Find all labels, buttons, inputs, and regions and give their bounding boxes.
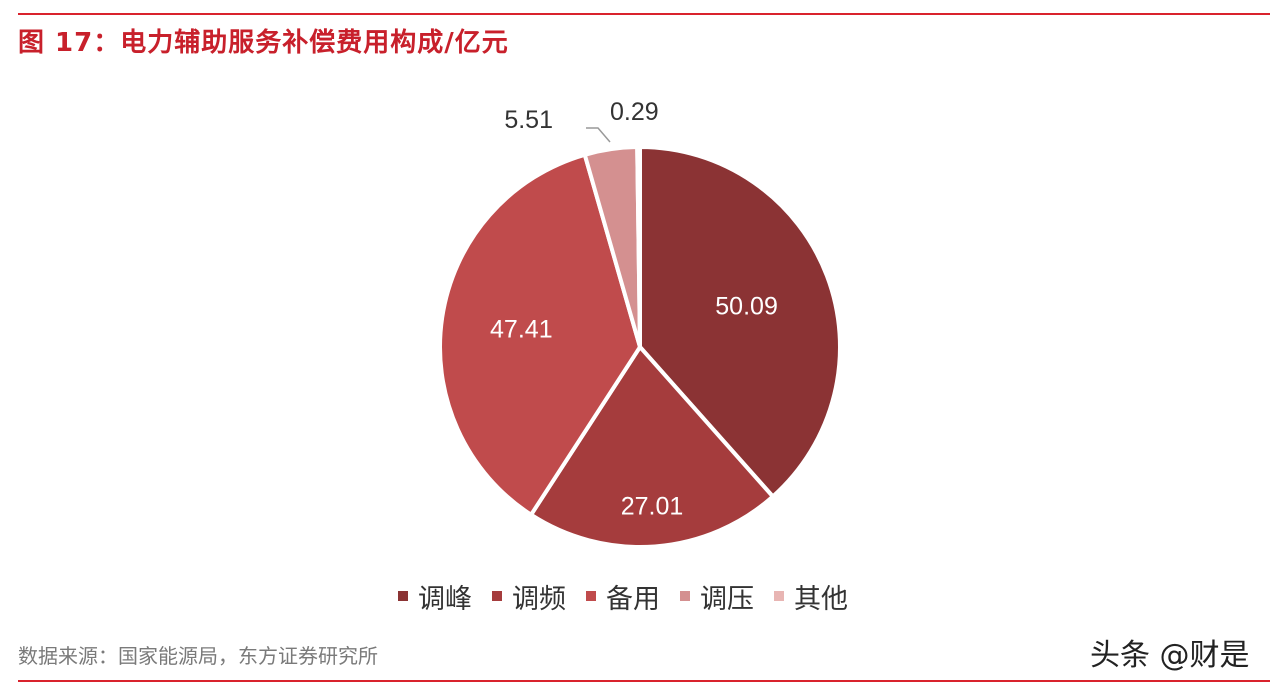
data-label: 5.51	[504, 106, 553, 134]
slice-qita	[635, 145, 642, 349]
legend-label: 调压	[700, 583, 754, 615]
legend-label: 调频	[512, 583, 566, 615]
legend-item-tiaofeng: 调峰	[398, 577, 472, 616]
legend-label: 调峰	[418, 583, 472, 615]
legend-swatch	[680, 591, 690, 601]
data-label: 0.29	[610, 98, 659, 126]
bottom-rule	[18, 680, 1270, 682]
data-label: 47.41	[490, 315, 553, 343]
source-note: 数据来源：国家能源局，东方证券研究所	[18, 644, 378, 668]
chart-legend: 调峰 调频 备用 调压 其他	[398, 576, 848, 616]
top-rule	[18, 13, 1270, 15]
legend-item-beiyong: 备用	[586, 577, 660, 616]
leader-line	[586, 127, 611, 143]
data-label: 50.09	[715, 292, 778, 320]
legend-item-tiaoya: 调压	[680, 577, 754, 616]
legend-swatch	[586, 591, 596, 601]
legend-label: 其他	[794, 583, 848, 615]
data-label: 27.01	[621, 493, 684, 521]
legend-item-tiaopin: 调频	[492, 577, 566, 616]
legend-swatch	[774, 591, 784, 601]
chart-title: 图 17：电力辅助服务补偿费用构成/亿元	[18, 28, 509, 58]
legend-item-qita: 其他	[774, 577, 848, 616]
legend-swatch	[398, 591, 408, 601]
slice-beiyong	[438, 152, 642, 517]
slice-tiaopin	[529, 345, 775, 549]
slice-tiaofeng	[638, 145, 842, 499]
watermark: 头条 @财是	[1090, 638, 1250, 673]
legend-swatch	[492, 591, 502, 601]
legend-label: 备用	[606, 583, 660, 615]
